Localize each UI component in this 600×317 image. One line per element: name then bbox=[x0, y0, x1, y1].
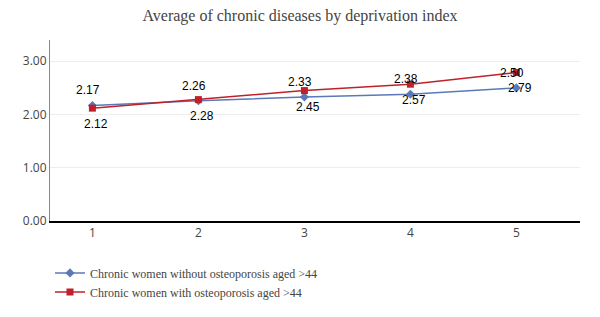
svg-text:2.00: 2.00 bbox=[23, 106, 47, 123]
svg-text:Average of chronic diseases by: Average of chronic diseases by deprivati… bbox=[142, 7, 457, 25]
svg-text:2.12: 2.12 bbox=[84, 117, 108, 131]
svg-text:Chronic women with osteoporosi: Chronic women with osteoporosis aged >44 bbox=[90, 286, 302, 300]
svg-text:1: 1 bbox=[89, 224, 96, 241]
svg-text:3.00: 3.00 bbox=[23, 52, 47, 69]
svg-text:2.45: 2.45 bbox=[296, 100, 320, 114]
svg-text:2.38: 2.38 bbox=[394, 72, 418, 86]
svg-text:3: 3 bbox=[301, 224, 308, 241]
svg-text:2.26: 2.26 bbox=[182, 79, 206, 93]
svg-text:Chronic women without osteopor: Chronic women without osteoporosis aged … bbox=[90, 267, 317, 281]
svg-text:2.57: 2.57 bbox=[402, 93, 426, 107]
svg-text:2.50: 2.50 bbox=[500, 66, 524, 80]
svg-text:2.28: 2.28 bbox=[190, 109, 214, 123]
svg-text:2: 2 bbox=[195, 224, 202, 241]
svg-text:1.00: 1.00 bbox=[23, 159, 47, 176]
svg-text:4: 4 bbox=[407, 224, 414, 241]
svg-text:5: 5 bbox=[513, 224, 520, 241]
svg-text:2.17: 2.17 bbox=[76, 83, 100, 97]
svg-text:2.79: 2.79 bbox=[508, 81, 532, 95]
svg-text:0.00: 0.00 bbox=[23, 212, 47, 229]
svg-text:2.33: 2.33 bbox=[288, 75, 312, 89]
